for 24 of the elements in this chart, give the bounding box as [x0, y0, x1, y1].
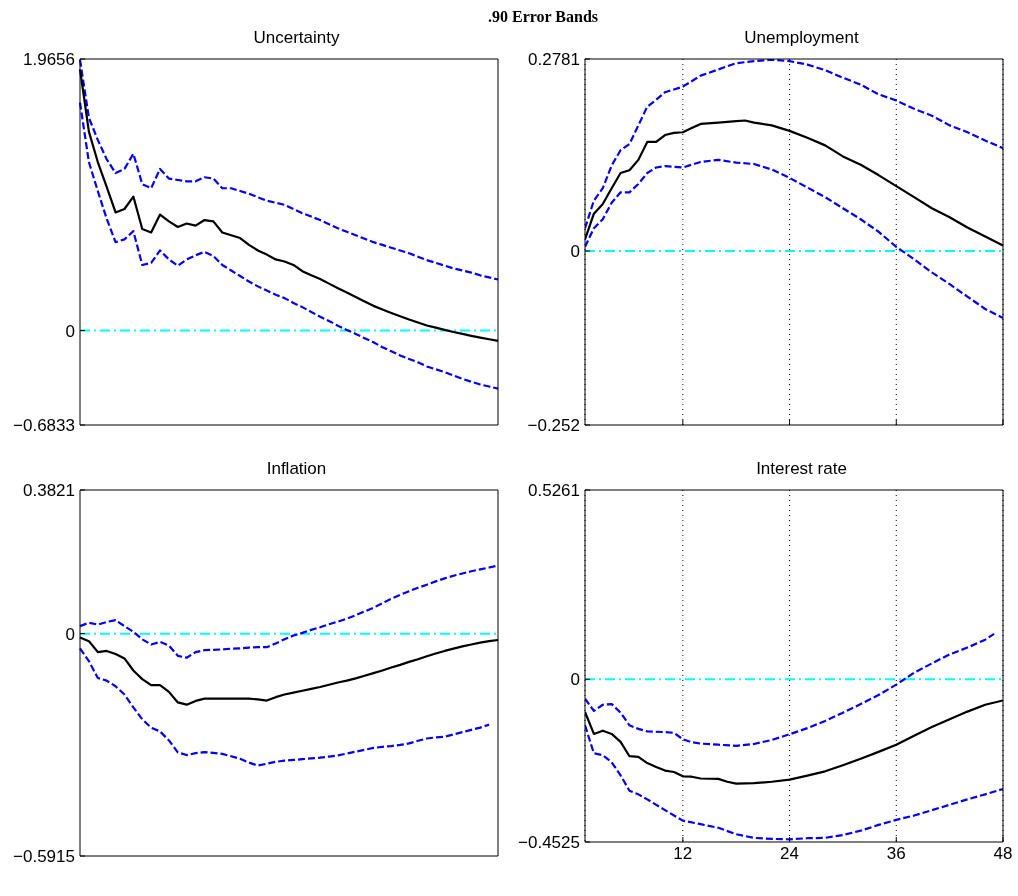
chart-title: Unemployment: [743, 28, 860, 49]
text: .90 Error Bands: [486, 8, 600, 27]
line-series: [585, 158, 1003, 320]
line-series: [78, 647, 491, 767]
y-tick-label: 1.9656: [23, 50, 75, 70]
x-tick-label: 36: [886, 844, 906, 864]
y-tick-label: 0: [570, 242, 580, 262]
x-tick-label: 12: [673, 844, 693, 864]
chart-title: Uncertainty: [252, 28, 341, 49]
line-series: [585, 632, 996, 747]
y-tick-label: 0: [570, 670, 580, 690]
chart-title: Interest rate: [755, 459, 848, 480]
y-tick-label: 0: [65, 321, 75, 341]
chart-title: Inflation: [265, 459, 328, 480]
y-tick-label: 0.3821: [23, 481, 75, 501]
y-tick-label: 0: [65, 624, 75, 644]
y-tick-label: 0.5261: [528, 481, 580, 501]
y-tick-label: 0.2781: [528, 50, 580, 70]
y-tick-label: −0.4525: [518, 833, 580, 853]
y-tick-label: −0.6833: [13, 416, 75, 436]
y-tick-label: −0.5915: [13, 847, 75, 867]
x-tick-label: 24: [780, 844, 800, 864]
x-tick-label: 48: [993, 844, 1013, 864]
y-tick-label: −0.252: [527, 416, 580, 436]
